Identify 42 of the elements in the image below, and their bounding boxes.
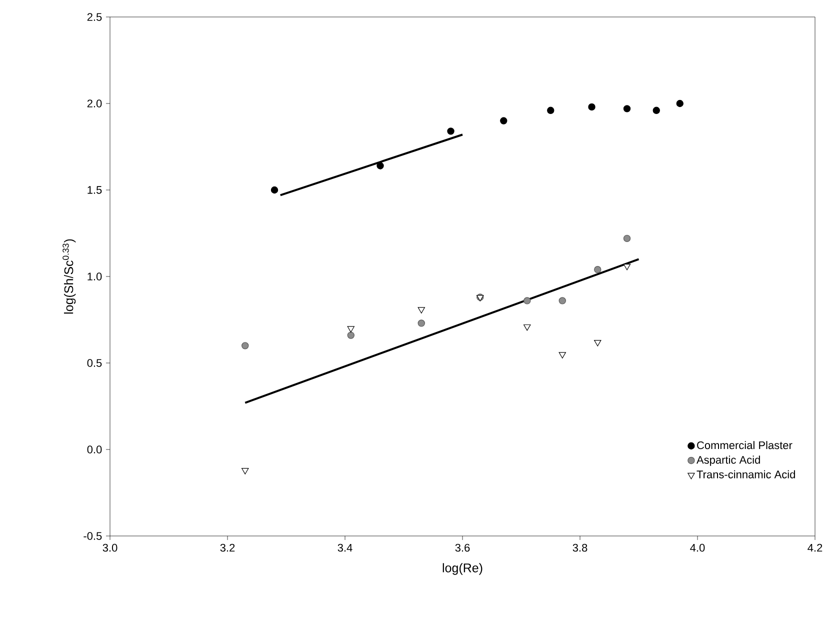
x-tick-label: 4.0 bbox=[690, 544, 705, 552]
legend-label: Aspartic Acid bbox=[696, 456, 760, 466]
point bbox=[347, 332, 354, 339]
point bbox=[524, 297, 531, 304]
y-tick-label: 1.5 bbox=[88, 186, 102, 194]
point bbox=[376, 162, 384, 170]
x-tick-label: 3.4 bbox=[338, 544, 352, 552]
x-tick-label: 4.2 bbox=[808, 544, 822, 552]
point bbox=[418, 307, 425, 314]
y-tick-label: 0.5 bbox=[87, 359, 102, 367]
point bbox=[676, 100, 684, 108]
point bbox=[270, 186, 278, 194]
y-tick-label: 2.5 bbox=[87, 13, 102, 21]
point bbox=[500, 117, 508, 124]
x-tick-label: 3.6 bbox=[455, 544, 470, 552]
point bbox=[242, 342, 249, 350]
point bbox=[524, 324, 531, 331]
point bbox=[558, 352, 566, 358]
point bbox=[652, 106, 660, 114]
y-tick-label: 0.0 bbox=[87, 446, 102, 454]
point bbox=[623, 264, 631, 270]
y-axis-title: log(Sh/Sc$^{0.33}$) bbox=[62, 239, 76, 314]
y-tick-label: 1.0 bbox=[88, 272, 102, 280]
legend-label: Commercial Plaster bbox=[697, 441, 792, 450]
point bbox=[594, 266, 602, 274]
point bbox=[547, 106, 554, 114]
y-tick-label: 2.0 bbox=[87, 100, 102, 108]
point bbox=[242, 468, 249, 474]
point bbox=[558, 297, 566, 304]
point bbox=[623, 105, 631, 112]
x-tick-label: 3.0 bbox=[102, 544, 118, 552]
point bbox=[588, 103, 596, 111]
point bbox=[447, 128, 454, 135]
point bbox=[347, 326, 354, 332]
x-tick-label: 3.8 bbox=[572, 544, 588, 552]
x-tick-label: 3.2 bbox=[220, 544, 235, 552]
point bbox=[418, 320, 425, 327]
legend-label: Trans-cinnamic Acid bbox=[696, 470, 795, 478]
point bbox=[623, 234, 631, 242]
point bbox=[594, 340, 602, 346]
y-tick-label: -0.5 bbox=[84, 532, 102, 540]
x-axis-title: log(Re) bbox=[442, 563, 482, 575]
